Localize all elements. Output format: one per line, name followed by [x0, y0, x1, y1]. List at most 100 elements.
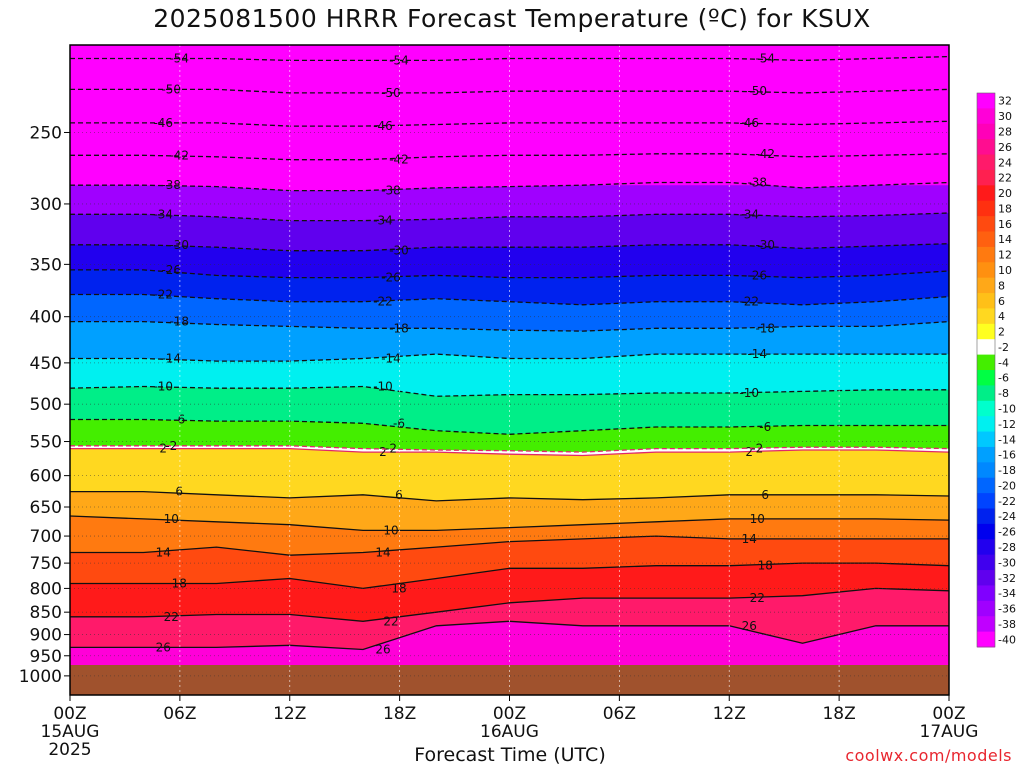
x-tick-label: 00Z — [493, 704, 526, 724]
y-tick-label: 900 — [30, 626, 62, 646]
x-tick-label: 12Z — [273, 704, 306, 724]
colorbar-swatch — [977, 554, 995, 571]
contour-label: -38 — [381, 184, 401, 198]
isotherm-line — [70, 587, 949, 622]
x-tick-label: 06Z — [163, 704, 196, 724]
contour-label: -46 — [739, 116, 759, 130]
contour-label: -26 — [747, 268, 767, 282]
colorbar-swatch — [977, 600, 995, 617]
contour-label: -50 — [381, 86, 401, 100]
x-tick-label: 00Z — [53, 704, 86, 724]
contour-label: -30 — [755, 238, 775, 252]
colorbar-swatch — [977, 431, 995, 448]
contour-label: -22 — [153, 288, 173, 302]
colorbar-swatch — [977, 616, 995, 633]
colorbar-label: 8 — [998, 279, 1005, 292]
colorbar-swatch — [977, 169, 995, 186]
y-tick-label: 550 — [30, 433, 62, 453]
y-tick-label: 450 — [30, 354, 62, 374]
contour-label: 22 — [750, 591, 765, 605]
colorbar-label: 26 — [998, 141, 1012, 154]
contour-label: -26 — [381, 271, 401, 285]
colorbar-label: 14 — [998, 233, 1012, 246]
contour-label: 14 — [375, 546, 390, 560]
isotherm-line — [70, 153, 949, 161]
contour-label: 2 — [379, 445, 387, 459]
colorbar-swatch — [977, 231, 995, 248]
contour-label: 2 — [159, 442, 167, 456]
isotherm-line — [70, 447, 949, 457]
contour-label: 10 — [164, 512, 179, 526]
contour-label: -22 — [373, 295, 393, 309]
colorbar-swatch — [977, 400, 995, 417]
contour-label: 18 — [172, 576, 187, 590]
colorbar-swatch — [977, 354, 995, 371]
contour-label: -10 — [739, 386, 759, 400]
contour-label: -18 — [169, 315, 189, 329]
colorbar-label: -18 — [998, 464, 1016, 477]
contour-label: 18 — [391, 581, 406, 595]
isotherm-line — [70, 88, 949, 94]
colorbar-swatch — [977, 293, 995, 309]
colorbar-label: -34 — [998, 587, 1016, 600]
contour-label: -34 — [373, 214, 393, 228]
contour-label: 6 — [761, 488, 769, 502]
colorbar-swatch — [977, 493, 995, 509]
credit-link[interactable]: coolwx.com/models — [845, 746, 1012, 765]
isotherm-line — [70, 55, 949, 62]
y-tick-label: 600 — [30, 467, 62, 487]
contour-label: -46 — [153, 116, 173, 130]
contour-label: -14 — [161, 351, 181, 365]
colorbar-swatch — [977, 139, 995, 156]
isotherm-line — [70, 418, 949, 435]
y-tick-label: 1000 — [19, 667, 62, 687]
contour-label: -50 — [747, 84, 767, 98]
contour-label: 26 — [156, 640, 171, 654]
contour-label: -10 — [153, 380, 173, 394]
colorbar-label: -40 — [998, 633, 1016, 646]
isotherm-line — [70, 515, 949, 532]
contour-label: -18 — [755, 321, 775, 335]
contour-label: 18 — [758, 559, 773, 573]
contour-label: -50 — [161, 82, 181, 96]
isotherm-line — [70, 269, 949, 279]
isotherm-line — [70, 181, 949, 192]
contour-label: 6 — [175, 485, 183, 499]
y-tick-label: 650 — [30, 498, 62, 518]
colorbar-label: 6 — [998, 295, 1005, 308]
colorbar-swatch — [977, 216, 995, 232]
colorbar-swatch — [977, 200, 995, 217]
colorbar-label: 12 — [998, 249, 1012, 262]
colorbar-label: -22 — [998, 495, 1016, 508]
x-tick-year-label: 2025 — [48, 740, 91, 760]
colorbar-label: 18 — [998, 202, 1012, 215]
colorbar-label: 2 — [998, 326, 1005, 339]
isotherm-line — [70, 293, 949, 306]
contour-label: -30 — [169, 238, 189, 252]
colorbar-swatch — [977, 123, 995, 140]
colorbar-swatch — [977, 523, 995, 540]
colorbar-swatch — [977, 570, 995, 586]
contour-label: 10 — [750, 512, 765, 526]
colorbar-label: -20 — [998, 479, 1016, 492]
colorbar-label: 24 — [998, 156, 1012, 169]
contour-label: -42 — [169, 148, 189, 162]
colorbar-label: -16 — [998, 449, 1016, 462]
x-tick-date-label: 17AUG — [920, 722, 979, 742]
contour-label: -10 — [373, 380, 393, 394]
colorbar-swatch — [977, 108, 995, 125]
colorbar-label: -6 — [998, 372, 1009, 385]
colorbar-swatch — [977, 508, 995, 525]
contour-label: 2 — [745, 445, 753, 459]
contour-label: 22 — [383, 614, 398, 628]
isotherm-line — [70, 243, 949, 252]
y-tick-label: 500 — [30, 395, 62, 415]
colorbar-swatch — [977, 262, 995, 279]
colorbar-label: -36 — [998, 603, 1016, 616]
contour-label: -38 — [747, 175, 767, 189]
colorbar-swatch — [977, 154, 995, 171]
contour-label: -54 — [755, 51, 775, 65]
colorbar-label: -28 — [998, 541, 1016, 554]
